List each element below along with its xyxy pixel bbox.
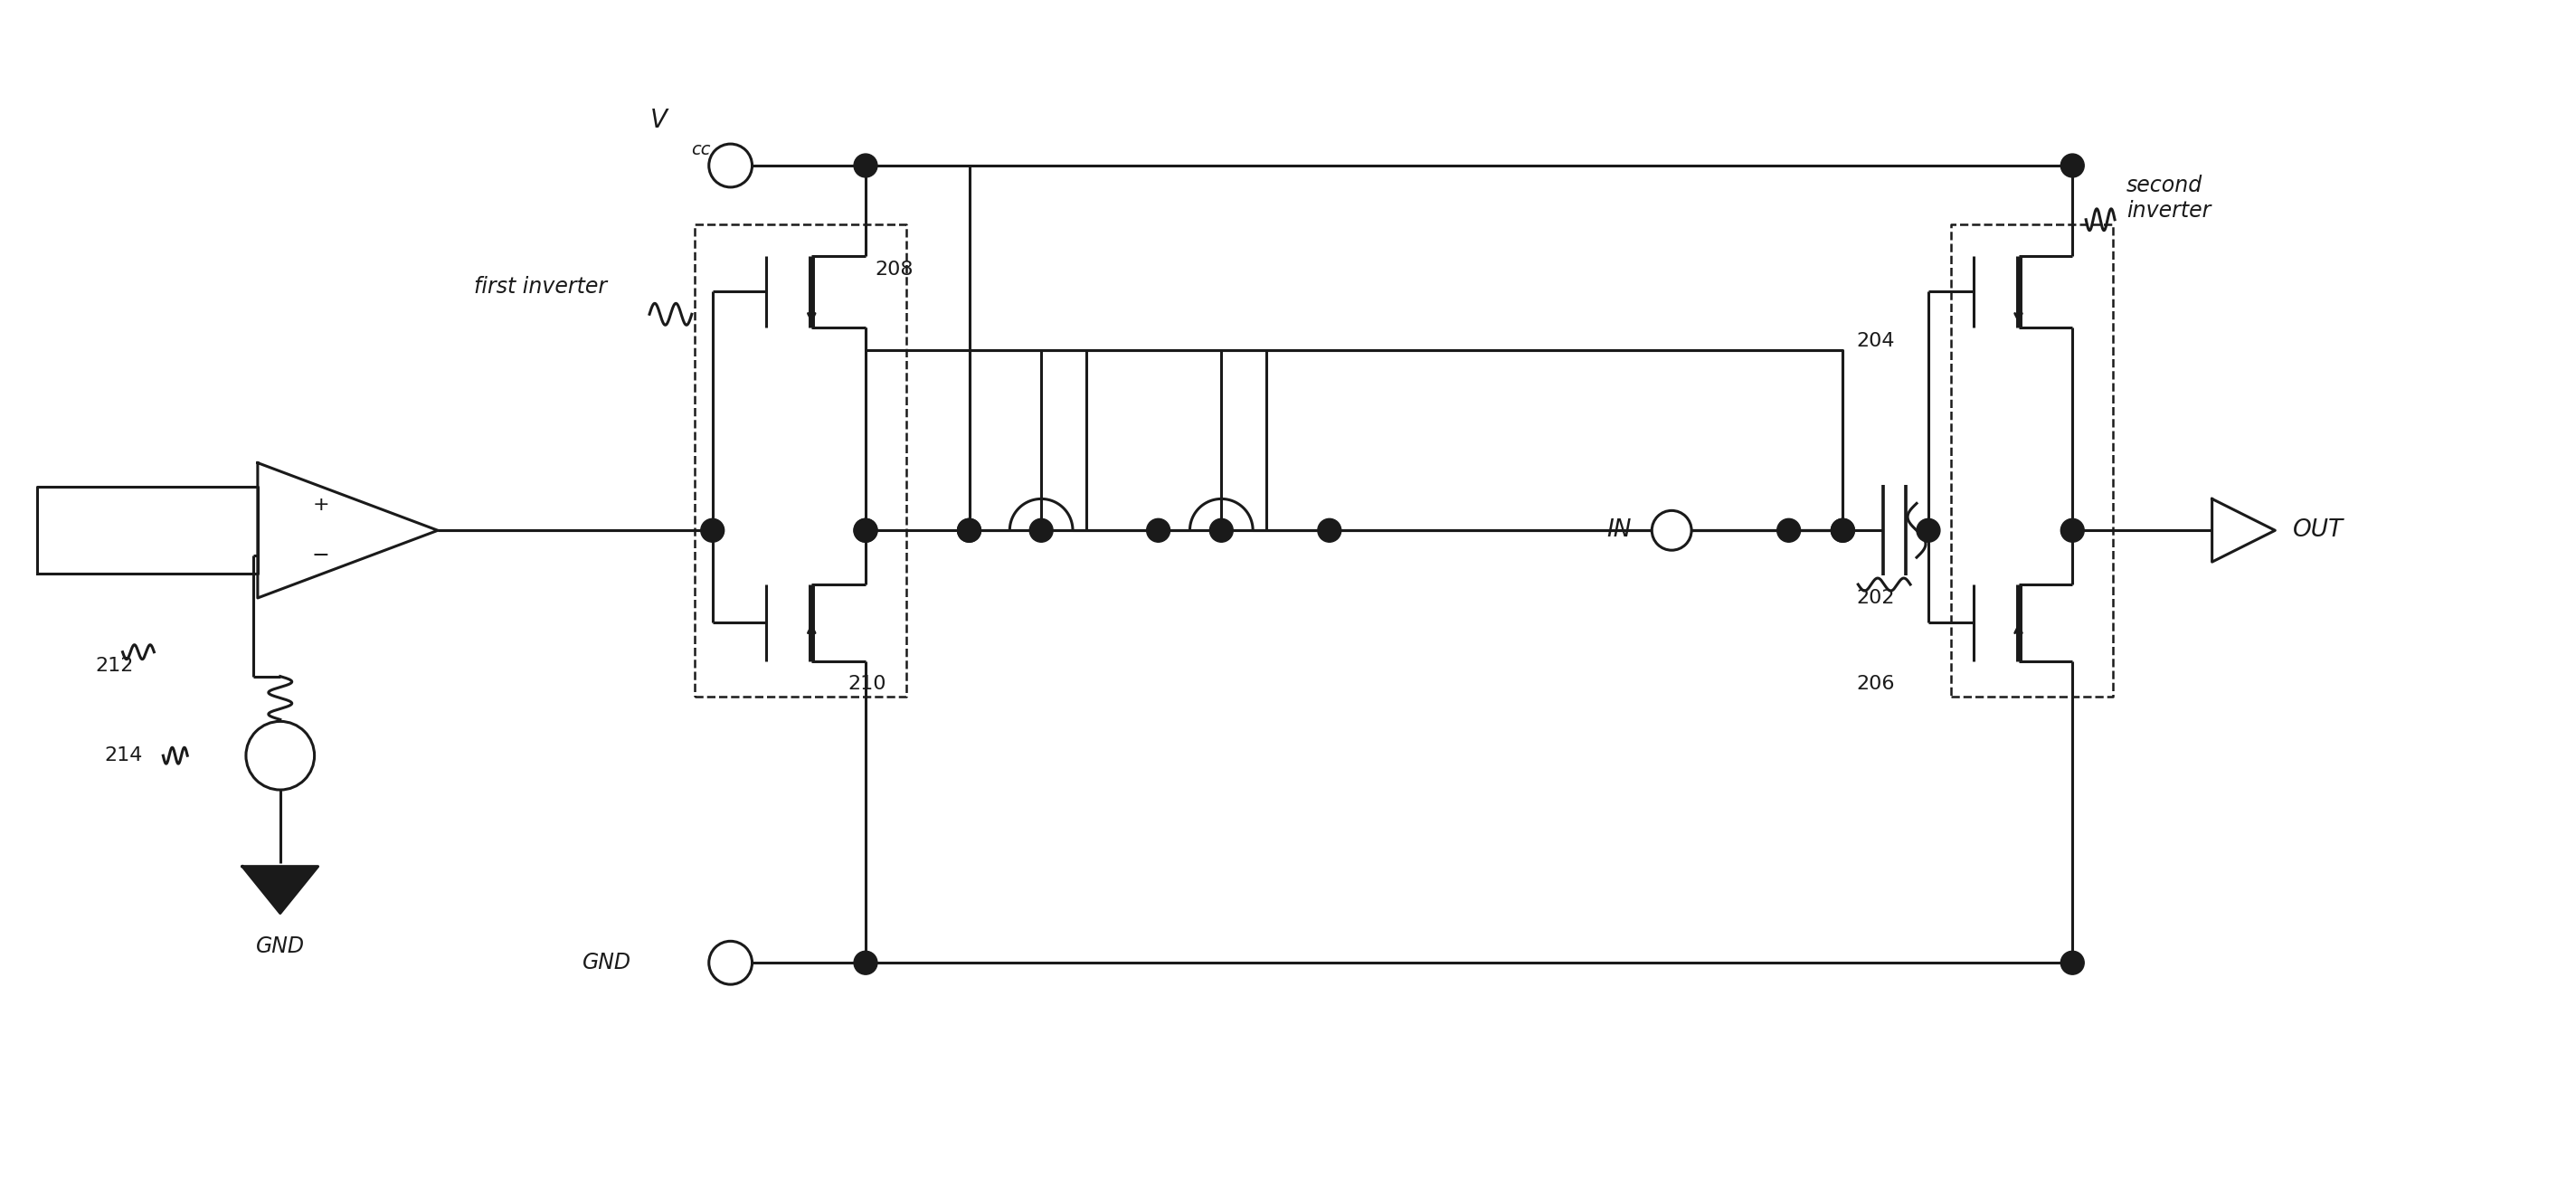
Text: 204: 204 <box>1857 332 1896 351</box>
Circle shape <box>701 519 724 543</box>
Circle shape <box>853 154 878 178</box>
Text: second
inverter: second inverter <box>2128 174 2210 221</box>
Circle shape <box>853 519 878 543</box>
Text: 206: 206 <box>1857 674 1896 692</box>
Polygon shape <box>242 866 317 913</box>
Text: OUT: OUT <box>2293 519 2344 543</box>
Text: 208: 208 <box>876 260 912 278</box>
Circle shape <box>2061 154 2084 178</box>
Circle shape <box>1030 519 1054 543</box>
Circle shape <box>2061 951 2084 975</box>
Text: −: − <box>312 545 330 566</box>
Text: 202: 202 <box>1857 588 1896 607</box>
Text: +: + <box>312 497 330 514</box>
Circle shape <box>958 519 981 543</box>
Circle shape <box>853 951 878 975</box>
Circle shape <box>245 722 314 790</box>
Circle shape <box>708 144 752 187</box>
Text: IN: IN <box>1607 519 1631 543</box>
Circle shape <box>1211 519 1234 543</box>
Text: first inverter: first inverter <box>474 277 608 298</box>
Text: +: + <box>273 734 286 751</box>
Circle shape <box>708 942 752 984</box>
Text: 210: 210 <box>848 674 886 692</box>
Circle shape <box>958 519 981 543</box>
Circle shape <box>2061 519 2084 543</box>
Circle shape <box>1146 519 1170 543</box>
Circle shape <box>853 519 878 543</box>
Text: cc: cc <box>690 141 711 158</box>
Circle shape <box>1319 519 1342 543</box>
Text: GND: GND <box>582 952 631 973</box>
Text: GND: GND <box>255 936 304 957</box>
Text: −: − <box>273 759 289 777</box>
Circle shape <box>1832 519 1855 543</box>
Text: 214: 214 <box>106 746 142 765</box>
Text: 212: 212 <box>95 657 134 674</box>
Text: V: V <box>649 108 667 133</box>
Circle shape <box>1917 519 1940 543</box>
Circle shape <box>1651 511 1692 550</box>
Circle shape <box>1832 519 1855 543</box>
Circle shape <box>1777 519 1801 543</box>
